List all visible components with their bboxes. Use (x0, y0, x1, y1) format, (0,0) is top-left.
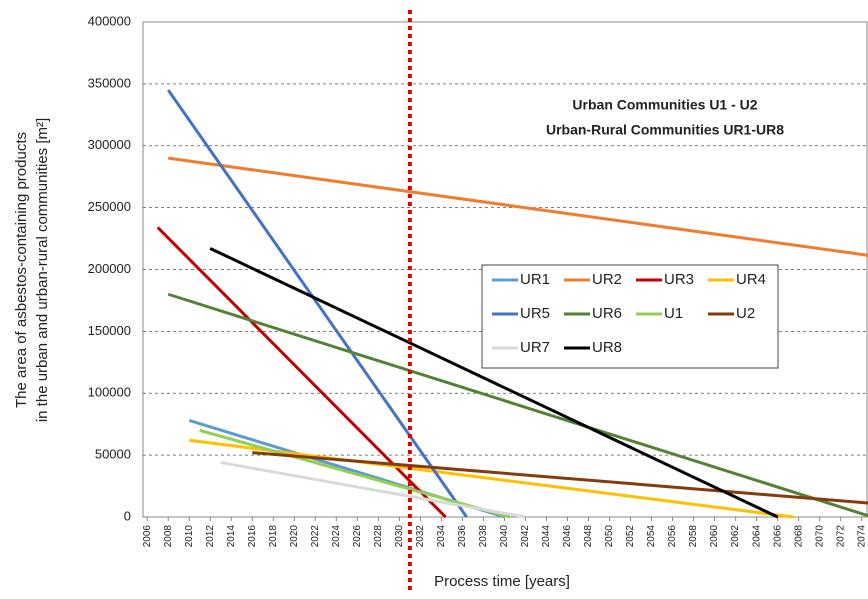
series-line (209, 247, 779, 519)
series-line (189, 438, 794, 519)
series-line (199, 428, 511, 519)
x-tick-label: 2006 (142, 525, 153, 548)
annotation: Urban Communities U1 - U2 (572, 97, 757, 113)
series-line (156, 226, 447, 519)
legend-label: UR6 (592, 305, 622, 322)
y-axis-label: The area of asbestos-containing products (13, 132, 30, 408)
y-tick-label: 150000 (88, 323, 131, 338)
x-tick-label: 2046 (562, 525, 573, 548)
legend-label: U2 (736, 305, 755, 322)
x-axis-label: Process time [years] (434, 573, 570, 590)
x-tick-label: 2032 (415, 525, 426, 548)
y-tick-label: 250000 (88, 199, 131, 214)
legend-label: UR8 (592, 339, 622, 356)
x-tick-label: 2048 (583, 525, 594, 548)
legend-label: UR1 (520, 271, 550, 288)
y-tick-label: 300000 (88, 137, 131, 152)
legend-label: UR3 (664, 271, 694, 288)
y-tick-label: 0 (124, 508, 131, 523)
legend-label: U1 (664, 305, 683, 322)
x-tick-label: 2054 (646, 525, 657, 548)
x-tick-label: 2016 (247, 525, 258, 548)
series-line (220, 461, 526, 519)
x-tick-label: 2038 (478, 525, 489, 548)
x-tick-label: 2036 (457, 525, 468, 548)
y-tick-label: 50000 (95, 447, 131, 462)
x-tick-label: 2050 (604, 525, 615, 548)
x-tick-label: 2044 (541, 525, 552, 548)
x-tick-label: 2028 (373, 525, 384, 548)
x-tick-label: 2064 (751, 525, 762, 548)
x-tick-label: 2042 (520, 525, 531, 548)
x-tick-label: 2072 (835, 525, 846, 548)
x-tick-label: 2030 (394, 525, 405, 548)
x-tick-label: 2070 (814, 525, 825, 548)
x-tick-label: 2020 (289, 525, 300, 548)
x-tick-label: 2068 (793, 525, 804, 548)
x-tick-label: 2052 (625, 525, 636, 548)
x-tick-label: 2010 (184, 525, 195, 548)
series-line (166, 89, 468, 518)
x-tick-label: 2062 (730, 525, 741, 548)
legend-label: UR7 (520, 339, 550, 356)
x-tick-label: 2066 (772, 525, 783, 548)
x-tick-label: 2008 (163, 525, 174, 548)
y-tick-label: 350000 (88, 75, 131, 90)
legend-label: UR4 (736, 271, 766, 288)
x-tick-label: 2026 (352, 525, 363, 548)
x-tick-label: 2014 (226, 525, 237, 548)
y-axis-label: in the urban and urban-rural communities… (34, 118, 51, 422)
series-line (252, 451, 868, 505)
annotation: Urban-Rural Communities UR1-UR8 (546, 122, 784, 138)
legend-label: UR5 (520, 305, 550, 322)
y-tick-label: 200000 (88, 261, 131, 276)
legend-label: UR2 (592, 271, 622, 288)
x-tick-label: 2022 (310, 525, 321, 548)
x-tick-label: 2012 (205, 525, 216, 548)
series-line (168, 156, 868, 257)
y-tick-label: 400000 (88, 13, 131, 28)
series-line (167, 292, 868, 518)
y-tick-label: 100000 (88, 385, 131, 400)
x-tick-label: 2074 (856, 525, 867, 548)
x-tick-label: 2024 (331, 525, 342, 548)
x-tick-label: 2060 (709, 525, 720, 548)
x-tick-label: 2040 (499, 525, 510, 548)
x-tick-label: 2018 (268, 525, 279, 548)
x-tick-label: 2058 (688, 525, 699, 548)
x-tick-label: 2056 (667, 525, 678, 548)
legend-box (481, 264, 779, 369)
x-tick-label: 2034 (436, 525, 447, 548)
